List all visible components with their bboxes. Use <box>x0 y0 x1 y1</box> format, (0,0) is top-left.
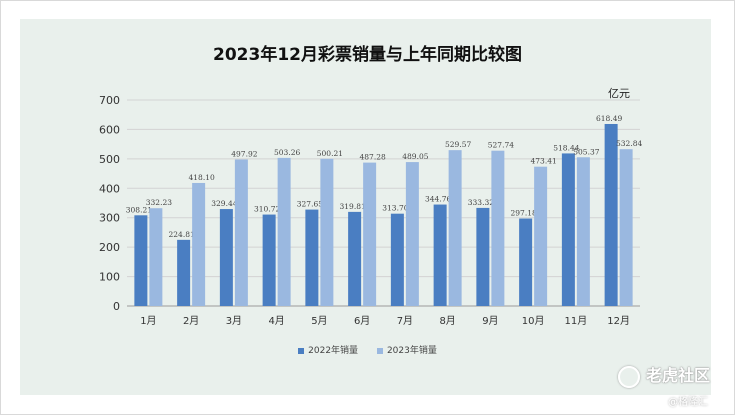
x-tick-label: 4月 <box>268 315 284 327</box>
bar <box>234 159 248 306</box>
bar <box>576 157 590 306</box>
legend-label-2022: 2022年销量 <box>308 346 359 356</box>
y-tick-label: 400 <box>99 182 120 195</box>
bar <box>433 204 447 306</box>
bar <box>177 239 191 306</box>
bar <box>534 166 548 306</box>
bar <box>348 211 362 306</box>
data-label: 333.32 <box>468 198 494 207</box>
data-label: 529.57 <box>445 140 471 149</box>
data-label: 297.18 <box>511 209 537 218</box>
data-label: 497.92 <box>231 149 257 158</box>
x-tick-label: 2月 <box>183 315 199 327</box>
data-label: 329.44 <box>211 199 237 208</box>
legend-item-2022: 2022年销量 <box>298 343 358 356</box>
legend-label-2023: 2023年销量 <box>386 346 437 356</box>
data-label: 308.21 <box>126 205 152 214</box>
x-tick-label: 3月 <box>226 315 242 327</box>
watermark-text: 老虎社区 <box>646 366 711 385</box>
data-label: 473.41 <box>531 157 557 166</box>
legend-swatch-2023 <box>376 347 383 354</box>
y-tick-label: 600 <box>99 123 120 136</box>
data-label: 327.65 <box>297 200 323 209</box>
data-label: 532.84 <box>616 139 642 148</box>
bar <box>405 162 419 306</box>
data-label: 618.49 <box>596 114 622 123</box>
legend-item-2023: 2023年销量 <box>376 343 437 356</box>
y-tick-label: 0 <box>113 300 120 313</box>
x-tick-label: 11月 <box>565 315 588 327</box>
data-label: 418.10 <box>189 173 215 182</box>
bar <box>277 157 291 306</box>
bar <box>363 162 377 306</box>
bar <box>519 218 533 306</box>
tiger-paw-icon <box>618 365 640 388</box>
data-label: 527.74 <box>488 141 514 150</box>
data-label: 505.37 <box>573 147 599 156</box>
bar <box>149 208 163 306</box>
bar <box>219 209 233 306</box>
x-tick-label: 12月 <box>607 315 630 327</box>
y-tick-label: 500 <box>99 153 120 166</box>
bar <box>619 149 633 306</box>
bar <box>476 207 490 306</box>
x-tick-label: 8月 <box>439 315 455 327</box>
data-label: 503.26 <box>274 148 300 157</box>
bar <box>448 150 462 306</box>
y-tick-label: 200 <box>99 241 120 254</box>
bar <box>192 182 206 306</box>
y-tick-label: 100 <box>99 271 120 284</box>
bar <box>390 213 404 306</box>
x-tick-label: 5月 <box>311 315 327 327</box>
bar <box>604 123 618 306</box>
legend-swatch-2022 <box>298 347 305 354</box>
x-tick-label: 1月 <box>140 315 156 327</box>
data-label: 313.70 <box>382 204 408 213</box>
legend: 2022年销量 2023年销量 <box>0 343 735 356</box>
data-label: 310.72 <box>254 205 280 214</box>
data-label: 224.81 <box>169 230 195 239</box>
data-label: 489.05 <box>402 152 428 161</box>
data-label: 332.23 <box>146 198 172 207</box>
data-label: 518.44 <box>553 143 579 152</box>
bar <box>491 150 505 306</box>
watermark-sub: @格隆汇 <box>668 397 708 408</box>
y-tick-label: 700 <box>99 94 120 107</box>
bar <box>305 209 319 306</box>
x-tick-label: 10月 <box>522 315 545 327</box>
data-label: 344.76 <box>425 195 451 204</box>
bar <box>134 215 148 306</box>
data-label: 487.28 <box>360 153 386 162</box>
data-label: 319.81 <box>340 202 366 211</box>
x-tick-label: 9月 <box>482 315 498 327</box>
bar <box>262 214 276 306</box>
watermark: 老虎社区 <box>618 362 710 388</box>
data-label: 500.21 <box>317 149 343 158</box>
x-tick-label: 7月 <box>397 315 413 327</box>
x-tick-label: 6月 <box>354 315 370 327</box>
y-tick-label: 300 <box>99 212 120 225</box>
bar <box>561 153 575 306</box>
chart-title: 2023年12月彩票销量与上年同期比较图 <box>213 45 522 65</box>
unit-label: 亿元 <box>608 87 630 100</box>
bar <box>320 158 334 306</box>
